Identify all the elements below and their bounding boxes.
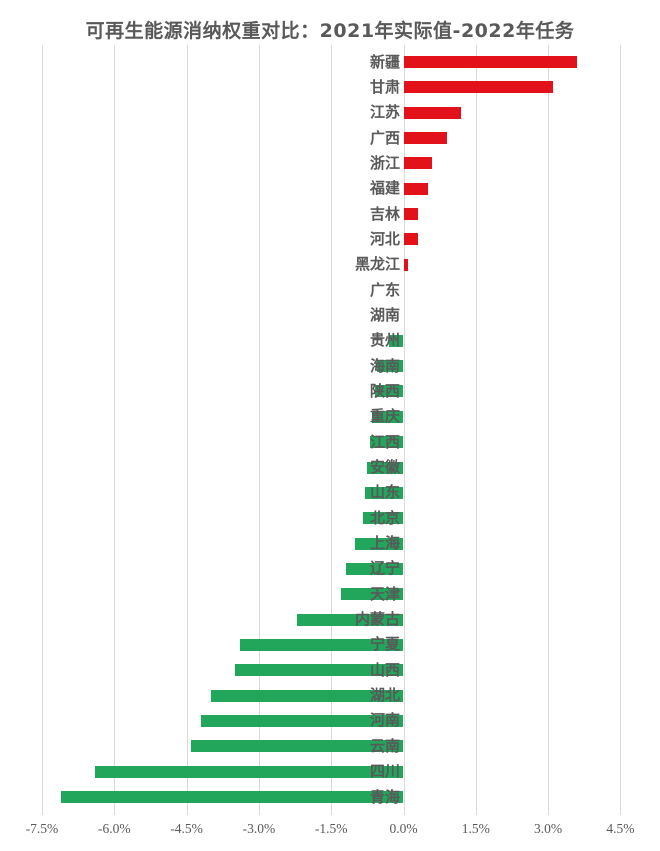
gridline [42,45,43,815]
bar [201,714,404,727]
category-label: 湖北 [369,686,400,705]
bar [372,410,404,423]
bar [403,56,578,68]
category-label: 甘肃 [369,77,400,96]
category-label: 江苏 [369,103,400,122]
bar [61,791,404,803]
category-label: 上海 [369,534,400,553]
bar [191,740,404,753]
category-label: 内蒙古 [354,610,400,629]
bar [340,588,404,601]
category-label: 新疆 [369,52,400,71]
gridline [331,45,333,815]
category-label: 宁夏 [369,635,400,654]
bar [364,486,404,499]
x-axis-tick-label: 1.5% [461,821,490,836]
category-label: 辽宁 [369,559,400,578]
category-label: 贵州 [369,331,400,350]
bar [362,512,404,525]
bar [367,461,404,474]
bar [95,765,404,778]
category-label: 云南 [369,736,400,755]
chart-title: 可再生能源消纳权重对比：2021年实际值-2022年任务 [85,20,575,42]
category-label: 山西 [369,660,400,679]
bar [403,132,447,145]
category-label: 山东 [369,483,400,502]
category-label: 黑龙江 [354,255,400,274]
gridline [403,45,405,815]
x-axis-tick-label: 3.0% [534,821,563,836]
x-axis-tick-label: 0.0% [389,821,418,836]
category-label: 江西 [369,432,400,451]
bar [234,664,404,677]
bar [403,106,462,119]
category-label: 陕西 [369,381,400,400]
bar [239,638,404,651]
bar [403,258,409,271]
category-label: 湖南 [369,305,400,324]
category-label: 福建 [369,179,400,198]
category-label: 青海 [369,787,400,806]
x-axis-tick-label: 4.5% [606,821,635,836]
bar [403,233,418,246]
bar [403,81,553,94]
gridline [258,45,260,815]
x-axis-tick-label: -4.5% [170,821,203,836]
category-label: 河北 [369,229,400,248]
category-label: 安徽 [369,458,400,477]
category-label: 北京 [369,508,400,527]
category-label: 广西 [369,128,400,147]
bar [389,334,404,347]
bar [374,385,404,398]
bar [403,182,428,195]
bar [355,537,404,550]
category-label: 四川 [369,762,400,781]
bar [369,436,404,449]
gridline [475,45,477,815]
x-axis-tick-label: -1.5% [314,821,348,836]
category-label: 广东 [369,280,400,299]
bar [403,157,433,170]
bar [210,689,404,702]
category-label: 天津 [369,584,400,603]
gridline [186,45,188,815]
bar [376,360,404,373]
x-axis-tick-label: -7.5% [25,821,59,836]
category-label: 重庆 [369,407,400,426]
gridline [548,45,550,815]
gridline [620,45,622,815]
category-label: 海南 [369,356,400,375]
category-label: 河南 [369,711,400,730]
x-axis-tick-label: -3.0% [242,821,276,836]
bar [403,208,418,221]
category-label: 吉林 [369,204,400,223]
bar [297,613,404,626]
bar [345,562,404,575]
gridline [114,45,116,815]
x-axis-tick-label: -6.0% [97,821,131,836]
category-label: 浙江 [369,153,400,172]
